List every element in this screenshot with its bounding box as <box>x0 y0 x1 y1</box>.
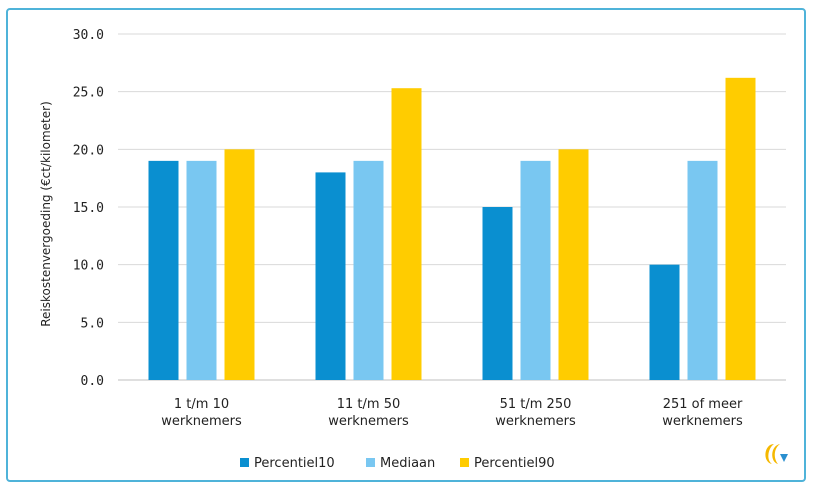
x-category-label: werknemers <box>662 414 743 429</box>
legend-swatch-mediaan <box>366 458 375 467</box>
bar-percentiel90-3 <box>725 77 756 381</box>
bar-percentiel10-0 <box>148 160 179 380</box>
bar-percentiel10-1 <box>315 172 346 380</box>
x-category-label: werknemers <box>495 414 576 429</box>
bars <box>148 77 756 381</box>
legend-swatch-percentiel90 <box>460 458 469 467</box>
x-category-label: werknemers <box>328 414 409 429</box>
legend: Percentiel10 Mediaan Percentiel90 <box>240 456 555 471</box>
bar-percentiel10-3 <box>649 264 680 380</box>
bar-mediaan-1 <box>353 160 384 380</box>
bar-percentiel10-2 <box>482 207 513 380</box>
x-category-label: werknemers <box>161 414 242 429</box>
bar-mediaan-0 <box>186 160 217 380</box>
x-category-label: 251 of meer <box>663 397 743 412</box>
bar-mediaan-3 <box>687 160 718 380</box>
x-category-label: 51 t/m 250 <box>500 397 572 412</box>
y-axis-label: Reiskostenvergoeding (€ct/kilometer) <box>39 101 53 327</box>
legend-swatch-percentiel10 <box>240 458 249 467</box>
bar-percentiel90-2 <box>558 149 589 380</box>
y-tick-label: 25.0 <box>73 86 104 101</box>
bar-mediaan-2 <box>520 160 551 380</box>
y-tick-label: 30.0 <box>73 28 104 43</box>
y-axis-ticks: 0.0 5.0 10.0 15.0 20.0 25.0 30.0 <box>73 28 104 389</box>
y-tick-label: 15.0 <box>73 201 104 216</box>
gridlines <box>118 33 786 381</box>
y-tick-label: 20.0 <box>73 143 104 158</box>
y-tick-label: 5.0 <box>81 316 104 331</box>
legend-label-percentiel90: Percentiel90 <box>474 456 555 471</box>
bar-percentiel90-0 <box>224 149 255 380</box>
brand-logo-icon <box>765 444 788 464</box>
y-tick-label: 0.0 <box>81 374 104 389</box>
y-tick-label: 10.0 <box>73 259 104 274</box>
x-category-label: 11 t/m 50 <box>337 397 401 412</box>
legend-label-percentiel10: Percentiel10 <box>254 456 335 471</box>
x-category-label: 1 t/m 10 <box>174 397 229 412</box>
bar-percentiel90-1 <box>391 88 422 380</box>
legend-label-mediaan: Mediaan <box>380 456 435 471</box>
x-axis-categories: 1 t/m 10 werknemers 11 t/m 50 werknemers 51 … <box>161 397 743 429</box>
